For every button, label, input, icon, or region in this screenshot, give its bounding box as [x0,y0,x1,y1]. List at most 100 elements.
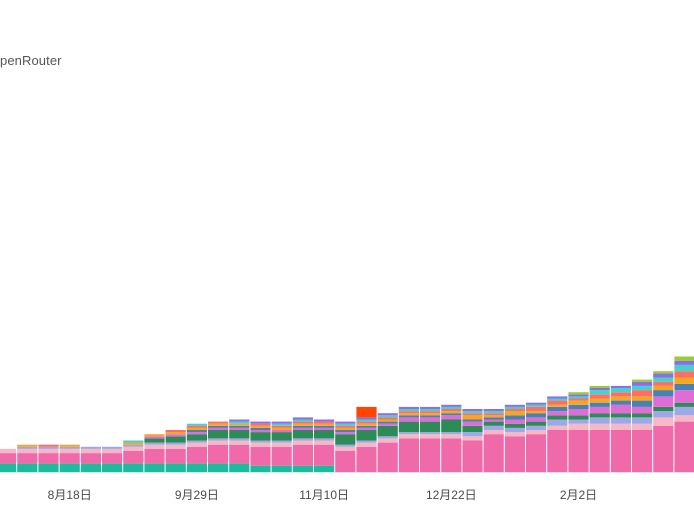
bar-segment-s1-5 [102,463,123,472]
bar-segment-s4-9 [186,440,207,443]
bar-segment-s12-32 [674,356,694,361]
bar-segment-s3-24 [504,432,525,437]
bar-segment-s7-9 [186,430,207,433]
bar-segment-s6-22 [462,421,483,426]
bar-segment-s6-8 [165,434,186,437]
bar-segment-s10-32 [674,364,694,372]
bar-segment-s8-21 [441,411,462,414]
x-tick-label: 11月10日 [299,488,349,502]
bar-segment-s1-15 [314,465,335,472]
bar-segment-s3-28 [589,423,610,430]
bar-segment-s9-23 [483,413,504,416]
bar-segment-s7-28 [589,402,610,407]
bar-segment-s3-16 [335,446,356,451]
bar-segment-s5-7 [144,438,165,443]
bar-segment-s9-19 [398,411,419,414]
bar-segment-s2-2 [38,453,59,464]
bar-segment-s9-21 [441,409,462,412]
bar-segment-s4-20 [420,432,441,435]
bar-segment-s10-21 [441,406,462,409]
bar-segment-s6-25 [526,417,547,422]
bar-segment-s2-31 [653,425,674,472]
bar-segment-s4-14 [292,438,313,441]
bar-segment-s8-27 [568,400,589,405]
bar-segment-s1-2 [38,463,59,472]
bar-segment-s9-30 [632,390,653,397]
bar-segment-s6-12 [250,430,271,433]
bar-segment-s2-22 [462,440,483,472]
bar-segment-s1-10 [208,463,229,472]
bar-segment-s11-22 [462,409,483,412]
bar-segment-s7-21 [441,413,462,416]
bar-segment-s6-26 [547,411,568,416]
bar-segment-s3-30 [632,423,653,430]
bar-segment-s3-13 [271,442,292,447]
bar-segment-s7-18 [377,421,398,424]
bar-segment-s1-4 [80,463,101,472]
bar-segment-s12-28 [589,385,610,388]
bar-segment-s8-17 [356,423,377,426]
bar-segment-s9-13 [271,425,292,428]
bar-segment-s9-18 [377,417,398,420]
bar-segment-s8-14 [292,423,313,426]
bar-segment-s3-32 [674,415,694,422]
bar-segment-s4-7 [144,442,165,445]
bar-segment-s3-4 [80,448,101,454]
bar-segment-s10-25 [526,404,547,407]
bar-segment-s11-13 [271,421,292,424]
bar-segment-s8-3 [59,444,80,447]
bar-segment-s9-8 [165,430,186,433]
bar-segment-s6-23 [483,419,504,422]
bar-segment-s6-14 [292,427,313,430]
bar-segment-s10-18 [377,415,398,418]
bar-segment-s12-30 [632,379,653,382]
bar-segment-s8-18 [377,419,398,422]
bar-segment-s2-7 [144,448,165,464]
bar-segment-s4-2 [38,446,59,449]
bar-segment-s4-13 [271,440,292,443]
bar-segment-s1-1 [17,463,38,472]
bar-segment-s5-20 [420,421,441,433]
bar-segment-s11-18 [377,413,398,416]
bar-segment-s3-2 [38,448,59,454]
bar-segment-s5-16 [335,434,356,445]
bar-segment-s11-15 [314,419,335,422]
bar-segment-s10-28 [589,390,610,395]
bar-segment-s4-30 [632,417,653,424]
bar-segment-s2-13 [271,446,292,466]
bar-segment-s7-14 [292,425,313,428]
bar-segment-s10-17 [356,419,377,422]
bar-segment-s2-26 [547,430,568,472]
bar-segment-s8-23 [483,415,504,418]
bar-segment-s9-28 [589,394,610,399]
bar-segment-s5-19 [398,421,419,433]
bar-segment-s10-26 [547,398,568,401]
bar-segment-s2-20 [420,438,441,472]
bar-segment-s2-17 [356,446,377,472]
bar-segment-s13-17 [356,406,377,418]
bar-segment-s3-17 [356,442,377,447]
bar-segment-s1-13 [271,465,292,472]
bar-segment-s4-25 [526,425,547,430]
bar-segment-s8-6 [123,442,144,445]
bar-segment-s5-14 [292,430,313,439]
bar-segment-s1-8 [165,463,186,472]
bar-segment-s2-15 [314,444,335,466]
bar-segment-s2-23 [483,434,504,472]
bar-segment-s3-15 [314,440,335,445]
bar-segment-s4-17 [356,440,377,443]
bar-segment-s1-6 [123,463,144,472]
bar-segment-s11-27 [568,394,589,397]
bar-segment-s11-28 [589,388,610,391]
bar-segment-s4-15 [314,438,335,441]
bar-segment-s10-23 [483,411,504,414]
bar-segment-s6-28 [589,406,610,414]
bar-segment-s4-26 [547,419,568,426]
bar-segment-s5-25 [526,421,547,426]
bar-segment-s5-10 [208,430,229,439]
bar-segment-s5-17 [356,430,377,441]
bar-segment-s7-10 [208,425,229,428]
bar-segment-s1-7 [144,463,165,472]
bar-segment-s7-27 [568,404,589,409]
bar-segment-s4-29 [610,417,631,424]
